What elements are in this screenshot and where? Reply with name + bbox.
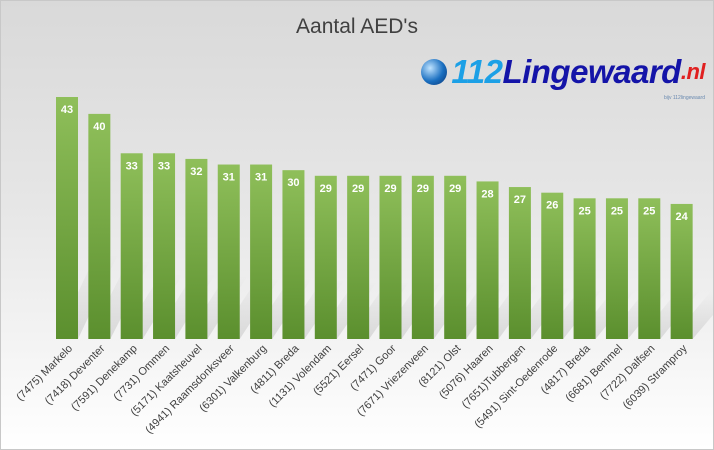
data-label: 28 xyxy=(481,188,493,200)
data-label: 29 xyxy=(417,183,429,195)
bar xyxy=(573,198,596,339)
logo-number: 112 xyxy=(451,53,503,90)
bar xyxy=(120,153,143,339)
bar xyxy=(411,175,434,339)
bar xyxy=(347,175,370,339)
bar xyxy=(250,164,273,339)
bar xyxy=(444,175,467,339)
bar xyxy=(541,192,564,339)
bar xyxy=(605,198,628,339)
data-label: 33 xyxy=(126,160,138,172)
globe-icon xyxy=(421,59,448,85)
data-label: 25 xyxy=(643,205,655,217)
data-label: 30 xyxy=(287,177,299,189)
bar xyxy=(185,158,208,339)
bar xyxy=(638,198,661,339)
data-label: 31 xyxy=(255,172,267,184)
logo-tld: .nl xyxy=(680,59,706,84)
data-label: 29 xyxy=(320,183,332,195)
chart-title: Aantal AED's xyxy=(296,15,418,38)
data-label: 43 xyxy=(61,104,73,116)
data-label: 26 xyxy=(546,200,558,212)
data-label: 27 xyxy=(514,194,526,206)
data-label: 29 xyxy=(352,183,364,195)
site-logo: 112 Lingewaard .nl xyxy=(421,53,706,91)
bar xyxy=(88,113,111,339)
x-tick-label: (7475) Markelo xyxy=(14,343,75,404)
data-label: 29 xyxy=(384,183,396,195)
data-label: 33 xyxy=(158,160,170,172)
bar xyxy=(476,181,499,339)
bar xyxy=(314,175,337,339)
credit-text: bijv 112lingewaard xyxy=(663,95,705,101)
data-label: 32 xyxy=(190,166,202,178)
data-label: 40 xyxy=(93,121,105,133)
bar xyxy=(56,97,78,339)
data-label: 25 xyxy=(578,205,590,217)
bar xyxy=(379,175,402,339)
bar xyxy=(217,164,240,339)
bar xyxy=(670,203,693,339)
data-label: 31 xyxy=(223,172,235,184)
bar xyxy=(153,153,176,339)
data-label: 29 xyxy=(449,183,461,195)
x-tick-label: (6681) Bemmel xyxy=(563,343,625,405)
logo-name: Lingewaard xyxy=(502,53,681,90)
x-tick-label: (7731) Ommen xyxy=(111,343,172,404)
data-label: 24 xyxy=(676,211,689,223)
bar xyxy=(508,187,531,339)
bar xyxy=(282,170,305,339)
data-label: 25 xyxy=(611,205,623,217)
